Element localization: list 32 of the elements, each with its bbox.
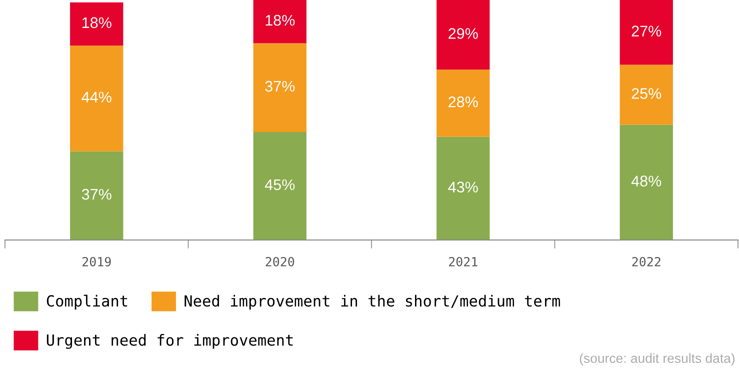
data-label: 37%: [82, 188, 112, 200]
data-label: 45%: [264, 179, 295, 190]
bar: [436, 0, 490, 70]
legend-label: Urgent need for improvement: [46, 334, 293, 349]
legend-label: Need improvement in the short/medium term: [184, 294, 560, 310]
x-tick-label: 2022: [632, 256, 660, 266]
data-label: 28%: [448, 96, 478, 108]
bar: [436, 136, 490, 240]
bar: [253, 0, 306, 44]
data-label: 25%: [632, 88, 662, 99]
data-label: 18%: [266, 14, 295, 26]
x-tick-label: 2020: [266, 256, 294, 266]
data-label: 29%: [448, 28, 478, 39]
x-tick-label: 2019: [82, 256, 111, 266]
bar: [70, 46, 124, 152]
bar: [620, 0, 673, 65]
data-label: 44%: [82, 92, 112, 102]
data-label: 43%: [448, 182, 478, 192]
data-label: 18%: [82, 17, 112, 28]
data-label: 48%: [631, 176, 662, 186]
data-label: 27%: [632, 26, 662, 36]
x-tick-label: 2021: [449, 256, 478, 266]
legend-label: Compliant: [46, 294, 128, 310]
bar: [436, 70, 490, 137]
bar: [253, 43, 306, 132]
bar: [70, 151, 124, 240]
text: (source: audit results data): [580, 353, 734, 366]
bar: [620, 64, 673, 125]
data-label: 37%: [265, 80, 295, 92]
bar: [620, 124, 673, 240]
bar: [70, 2, 124, 46]
bar: [253, 132, 306, 240]
